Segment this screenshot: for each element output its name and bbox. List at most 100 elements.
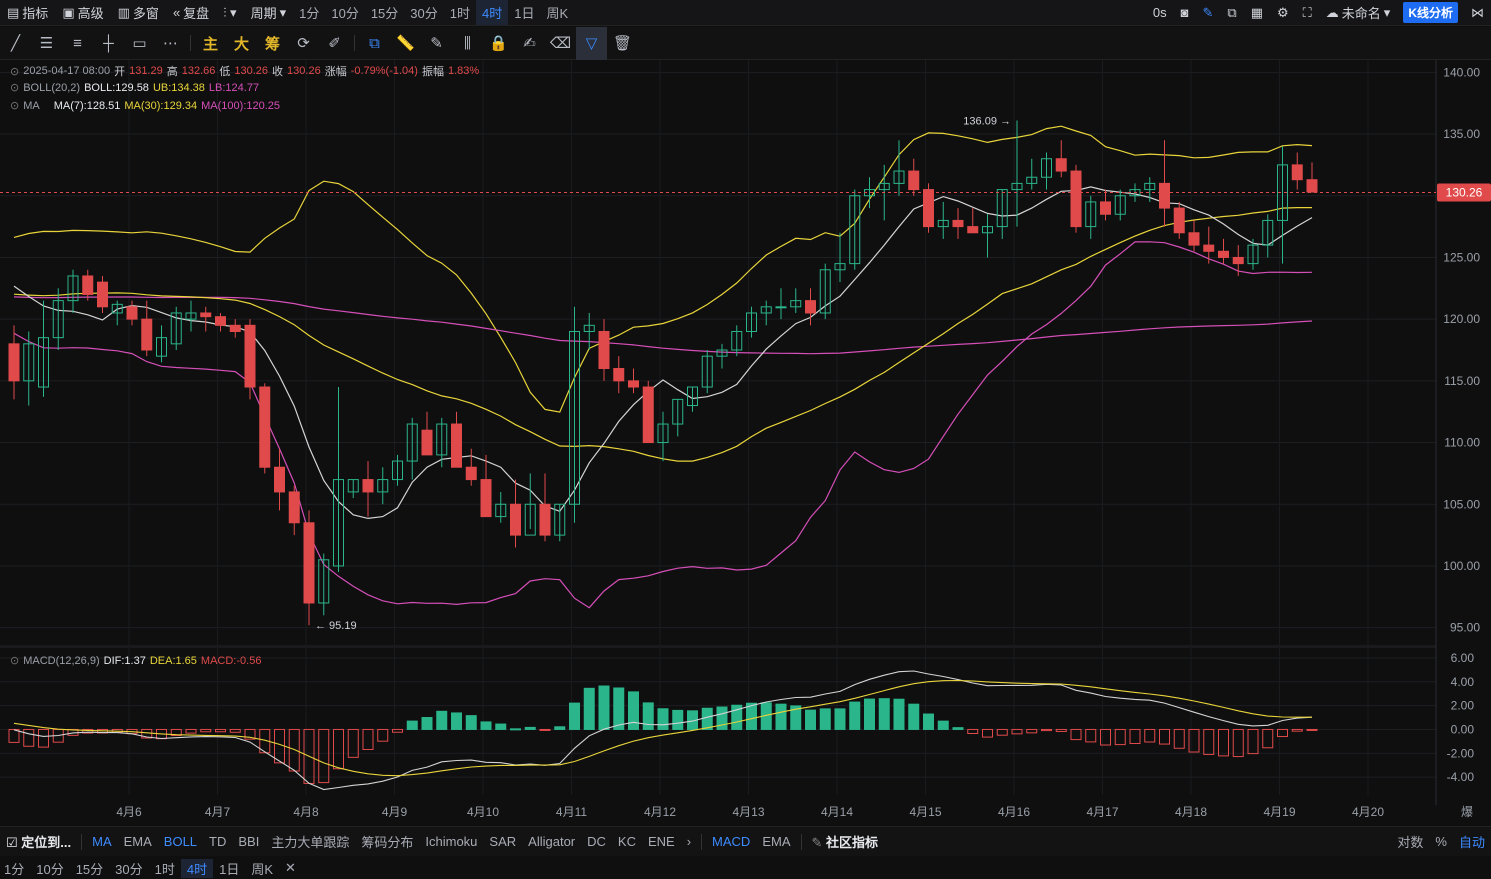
rectangle-icon[interactable]: ▭ — [132, 35, 147, 52]
price-tick-label: 95.00 — [1450, 621, 1480, 635]
share-icon[interactable]: ⋈ — [1471, 4, 1484, 20]
macd-bar-down — [1247, 728, 1259, 755]
indicator-sub-ema[interactable]: EMA — [762, 834, 791, 849]
collapse-icon[interactable]: ⊙ — [10, 82, 20, 94]
filter-icon[interactable]: ▽ — [576, 26, 607, 60]
period-30m[interactable]: 30分 — [410, 6, 438, 21]
indicator-alligator[interactable]: Alligator — [528, 834, 576, 849]
template-icon[interactable]: ▦ — [1250, 4, 1264, 20]
candle-down — [97, 281, 108, 308]
period-1h[interactable]: 1时 — [449, 6, 470, 21]
time-tick-label: 4月15 — [909, 805, 941, 819]
indicator-chips[interactable]: 筹码分布 — [361, 835, 414, 850]
chart-icon: ▤ — [7, 4, 20, 20]
indicator-ene[interactable]: ENE — [647, 834, 675, 849]
candle-down — [908, 170, 920, 191]
indicator-kc[interactable]: KC — [617, 834, 636, 849]
indicator-macd[interactable]: MACD — [712, 834, 751, 849]
bottom-period-30m[interactable]: 30分 — [115, 861, 143, 877]
candle-down — [274, 466, 285, 493]
popout-icon[interactable]: ⧉ — [1227, 4, 1237, 20]
period-1m[interactable]: 1分 — [299, 6, 320, 21]
macd-bar-up — [451, 712, 462, 730]
macd-tick-label: -4.00 — [1447, 770, 1475, 784]
community-indicators-button[interactable]: ✎ 社区指标 — [811, 835, 879, 850]
ruler-icon[interactable]: 📏 — [396, 35, 415, 52]
bottom-period-1h[interactable]: 1时 — [154, 861, 175, 877]
indicator-dc[interactable]: DC — [587, 834, 606, 849]
brush-icon[interactable]: ✎ — [430, 35, 443, 52]
time-tick-label: 4月6 — [116, 805, 142, 819]
percent-toggle[interactable]: % — [1435, 834, 1447, 849]
kline-analysis-button[interactable]: K线分析 — [1403, 2, 1458, 23]
indicator-bigorder[interactable]: 主力大单跟踪 — [271, 835, 350, 850]
bottom-period-1d[interactable]: 1日 — [219, 861, 240, 877]
lock-icon[interactable]: 🔒 — [489, 35, 508, 52]
indicator-td[interactable]: TD — [209, 834, 227, 849]
advanced-button[interactable]: ▣ 高级 — [62, 4, 104, 22]
macd-bar-up — [613, 687, 625, 730]
period-4h[interactable]: 4时 — [476, 0, 509, 25]
pen-icon[interactable]: ✎ — [1202, 4, 1214, 20]
settings-icon[interactable]: ⚙ — [1277, 4, 1289, 20]
candle-down — [1070, 170, 1082, 228]
indicator-bbi[interactable]: BBI — [238, 834, 260, 849]
macd-bar-up — [893, 698, 905, 730]
note-icon[interactable]: ✍ — [523, 35, 536, 52]
candle-up — [1011, 182, 1023, 191]
indicator-sar[interactable]: SAR — [489, 834, 517, 849]
replay-button[interactable]: «复盘 — [172, 5, 210, 21]
period-15m[interactable]: 15分 — [370, 6, 399, 21]
period-1w[interactable]: 周K — [546, 6, 569, 21]
locate-button[interactable]: ☑ 定位到... — [6, 835, 72, 850]
candle-down — [805, 300, 816, 314]
kline-chart[interactable]: 140.00135.00130.00125.00120.00115.00110.… — [0, 60, 1491, 826]
fullscreen-icon[interactable]: ⛶ — [1302, 4, 1312, 20]
macd-bar-up — [775, 703, 787, 730]
period-dropdown[interactable]: 周期 ▾ — [250, 4, 287, 22]
collapse-icon[interactable]: ⊙ — [10, 655, 20, 667]
horizontal-lines-icon[interactable]: ≡ — [73, 34, 82, 52]
bottom-period-1m[interactable]: 1分 — [4, 861, 25, 877]
indicator-ma[interactable]: MA — [92, 834, 112, 849]
chart-type-button[interactable]: ⫶ ▾ — [216, 0, 243, 25]
bottom-period-10m[interactable]: 10分 — [36, 861, 64, 877]
indicator-ema[interactable]: EMA — [123, 834, 152, 849]
candles-icon[interactable]: ⫼ — [464, 34, 471, 52]
bottom-period-4h[interactable]: 4时 — [180, 858, 214, 878]
macd-bar-up — [657, 708, 669, 730]
layout-dropdown[interactable]: ☁ 未命名 ▾ — [1325, 4, 1391, 22]
bottom-period-1w[interactable]: 周K — [251, 861, 274, 877]
candle-up — [23, 343, 35, 382]
pen-settings-icon[interactable]: ✐ — [328, 35, 341, 52]
chevron-right-icon[interactable]: › — [686, 834, 692, 849]
multi-window-button[interactable]: ▥ 多窗 — [117, 4, 159, 22]
candle-up — [583, 324, 595, 332]
macd-bar-down — [1291, 728, 1303, 732]
trend-line-icon[interactable]: ╱ — [10, 35, 21, 52]
big-order-button[interactable]: 大 — [233, 35, 249, 53]
period-1d[interactable]: 1日 — [514, 6, 535, 21]
indicators-button[interactable]: ▤ 指标 — [7, 4, 49, 22]
period-10m[interactable]: 10分 — [331, 6, 359, 21]
collapse-icon[interactable]: ⊙ — [10, 65, 20, 78]
chips-button[interactable]: 筹 — [264, 35, 280, 53]
close-icon[interactable]: ✕ — [285, 860, 296, 875]
macd-bar-down — [362, 728, 374, 750]
indicator-boll[interactable]: BOLL — [163, 834, 198, 849]
more-icon[interactable]: ⋯ — [163, 35, 178, 52]
bottom-period-15m[interactable]: 15分 — [75, 861, 104, 877]
copy-icon[interactable]: ⧉ — [369, 34, 380, 52]
collapse-icon[interactable]: ⊙ — [10, 100, 20, 112]
parallel-lines-icon[interactable]: ☰ — [39, 35, 54, 52]
camera-icon[interactable]: ◙ — [1180, 5, 1189, 20]
log-scale-toggle[interactable]: 对数 — [1397, 835, 1424, 850]
eraser-icon[interactable]: ⌫ — [549, 35, 572, 52]
cross-line-icon[interactable]: ┼ — [103, 34, 114, 52]
magnet-icon[interactable]: ⟳ — [297, 35, 310, 52]
auto-scale-toggle[interactable]: 自动 — [1458, 835, 1485, 850]
indicator-ichimoku[interactable]: Ichimoku — [425, 834, 478, 849]
main-indicator-button[interactable]: 主 — [202, 35, 218, 53]
macd-dea-line — [13, 679, 1312, 777]
trash-icon[interactable]: 🗑 — [612, 35, 633, 52]
